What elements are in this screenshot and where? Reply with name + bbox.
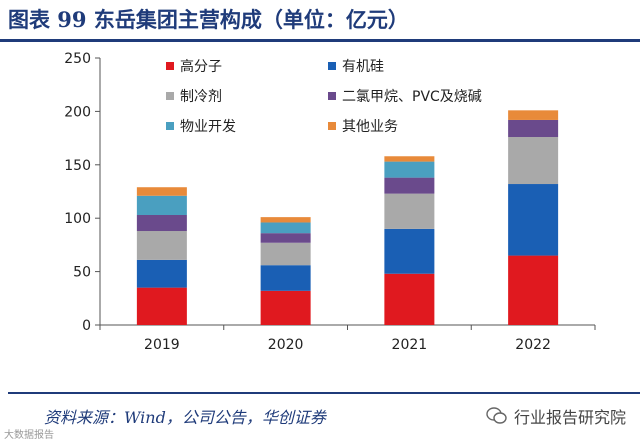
legend-label: 制冷剂 bbox=[180, 89, 222, 105]
legend-swatch bbox=[166, 92, 174, 100]
y-tick-label: 50 bbox=[73, 265, 91, 281]
bar-segment bbox=[384, 228, 435, 274]
legend-swatch bbox=[328, 62, 336, 70]
bar-segment bbox=[136, 231, 187, 260]
legend-label: 其他业务 bbox=[342, 119, 398, 135]
bar-segment bbox=[508, 184, 559, 256]
watermark-left: 大数据报告 bbox=[4, 430, 54, 441]
title-rule bbox=[0, 39, 640, 42]
bar-segment bbox=[260, 233, 311, 243]
bar-segment bbox=[260, 217, 311, 223]
legend-label: 有机硅 bbox=[342, 59, 384, 75]
x-tick-label: 2019 bbox=[144, 337, 180, 353]
legend-label: 二氯甲烷、PVC及烧碱 bbox=[342, 89, 482, 105]
stacked-bar-chart: 0 50 100 150 200 250 2019 2020 2021 2022 高分子 有机硅制冷… bbox=[64, 51, 596, 353]
bar-segment bbox=[136, 195, 187, 215]
bar-segment bbox=[260, 242, 311, 266]
legend-swatch bbox=[328, 122, 336, 130]
bar-segment bbox=[136, 214, 187, 232]
bar-segment bbox=[260, 290, 311, 325]
bar-segment bbox=[384, 161, 435, 178]
y-tick-label: 100 bbox=[64, 211, 91, 227]
watermark-right-text: 行业报告研究院 bbox=[513, 408, 626, 427]
y-tick-label: 250 bbox=[64, 51, 91, 67]
legend-label: 高分子 bbox=[180, 58, 222, 75]
bars bbox=[136, 110, 559, 325]
bar-segment bbox=[508, 119, 559, 138]
bar-segment bbox=[260, 222, 311, 234]
x-tick-label: 2020 bbox=[268, 337, 304, 353]
bar-segment bbox=[508, 110, 559, 120]
bar-segment bbox=[384, 156, 435, 162]
chart-title: 图表 99 东岳集团主营构成（单位：亿元） bbox=[8, 7, 409, 32]
footer-rule bbox=[8, 392, 640, 394]
x-tick-label: 2022 bbox=[515, 337, 551, 353]
legend-swatch bbox=[166, 62, 174, 70]
watermark-right: 行业报告研究院 bbox=[486, 404, 626, 428]
legend-swatch bbox=[166, 122, 174, 130]
bar-segment bbox=[136, 259, 187, 288]
wechat-icon bbox=[486, 407, 507, 424]
source-note: 资料来源：Wind，公司公告，华创证券 bbox=[44, 408, 326, 427]
bar-segment bbox=[260, 265, 311, 291]
bar-segment bbox=[508, 137, 559, 185]
bar-segment bbox=[384, 193, 435, 229]
x-tick-label: 2021 bbox=[392, 337, 428, 353]
bar-segment bbox=[136, 287, 187, 325]
bar-segment bbox=[136, 187, 187, 196]
legend-label: 物业开发 bbox=[180, 119, 236, 135]
bar-segment bbox=[384, 177, 435, 194]
bar-segment bbox=[384, 273, 435, 325]
legend-swatch bbox=[328, 92, 336, 100]
y-tick-label: 0 bbox=[82, 318, 91, 334]
bar-segment bbox=[508, 255, 559, 325]
y-tick-label: 200 bbox=[64, 104, 91, 120]
y-tick-label: 150 bbox=[64, 158, 91, 174]
